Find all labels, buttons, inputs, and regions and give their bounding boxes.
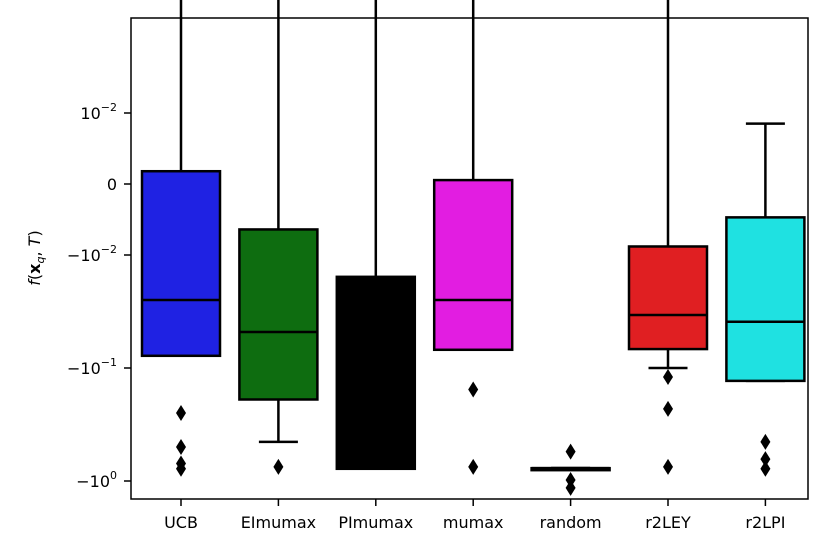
box-mumax (432, 0, 514, 475)
x-tick-label: EImumax (241, 513, 316, 532)
box-ucb (140, 0, 222, 477)
outlier-point (663, 400, 673, 417)
iqr-box (432, 178, 514, 352)
y-tick-label: 0 (107, 175, 117, 194)
y-tick-label: −10−1 (67, 356, 117, 378)
y-axis-label: f(xq, T) (25, 230, 47, 285)
outlier-point (565, 443, 576, 460)
x-tick-label: r2LPI (745, 513, 785, 532)
box-r2ley (627, 0, 709, 475)
y-tick-label: −10−2 (67, 243, 117, 265)
x-tick-label: UCB (164, 513, 198, 532)
x-tick-label: mumax (443, 513, 504, 532)
iqr-box (335, 275, 417, 471)
iqr-box (627, 245, 709, 351)
box-pimumax (335, 0, 417, 471)
outlier-point (760, 460, 771, 477)
outlier-point (663, 458, 673, 475)
x-tick-label: r2LEY (645, 513, 691, 532)
outlier-point (273, 458, 284, 475)
iqr-box (140, 169, 222, 358)
y-tick-label: −100 (76, 469, 117, 491)
box-random (530, 443, 611, 496)
iqr-box (725, 216, 806, 383)
y-tick-label: 10−2 (80, 101, 117, 123)
outlier-point (468, 458, 479, 475)
outlier-point (176, 460, 186, 477)
outlier-point (468, 381, 479, 398)
box-series (140, 0, 806, 496)
plot-frame (130, 17, 809, 500)
iqr-box (238, 228, 319, 401)
box-r2lpi (725, 122, 806, 477)
x-tick-label: PImumax (338, 513, 413, 532)
outlier-point (176, 438, 186, 455)
outlier-point (565, 479, 576, 496)
outlier-point (760, 433, 771, 450)
x-axis-ticks: UCB EImumax PImumax mumax random r2LEY r2LPI (164, 499, 785, 532)
x-tick-label: random (540, 513, 602, 532)
outlier-point (760, 451, 771, 468)
box-eimumax (238, 0, 319, 475)
outlier-point (176, 404, 186, 421)
outlier-point (663, 368, 673, 385)
y-axis-ticks: 10−2 0 −10−2 −10−1 −100 (67, 101, 131, 491)
